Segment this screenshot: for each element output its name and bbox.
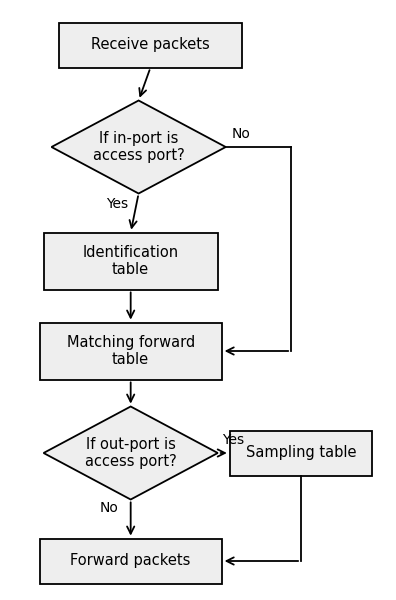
FancyBboxPatch shape [44,233,218,289]
Text: Yes: Yes [222,433,244,447]
Text: Matching forward
table: Matching forward table [67,335,195,367]
Text: Yes: Yes [106,196,128,211]
Polygon shape [51,100,226,193]
Text: Forward packets: Forward packets [70,553,191,569]
Text: Sampling table: Sampling table [246,445,356,461]
FancyBboxPatch shape [40,539,222,583]
Text: Identification
table: Identification table [83,245,179,277]
Text: If in-port is
access port?: If in-port is access port? [93,131,185,163]
Text: Receive packets: Receive packets [91,37,210,52]
FancyBboxPatch shape [59,22,242,67]
FancyBboxPatch shape [40,323,222,379]
Text: No: No [99,502,118,515]
Polygon shape [44,407,218,499]
Text: No: No [232,127,251,141]
Text: If out-port is
access port?: If out-port is access port? [85,437,177,469]
FancyBboxPatch shape [230,431,372,475]
